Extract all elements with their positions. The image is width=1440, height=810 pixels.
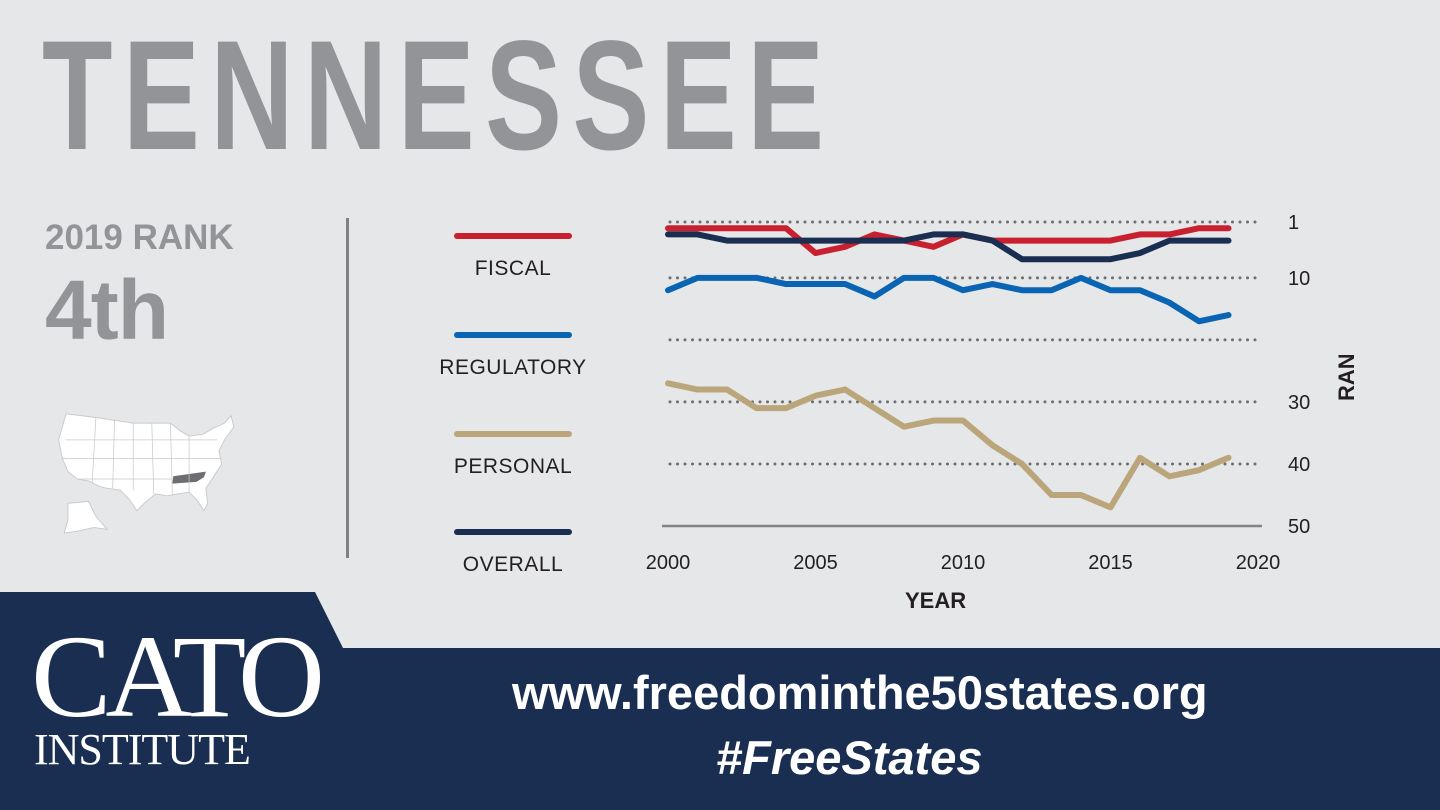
- footer-banner: [0, 648, 1440, 810]
- hashtag: #FreeStates: [716, 731, 983, 784]
- x-tick-label: 2015: [1088, 552, 1133, 574]
- y-axis-title-clip: RANK: [1330, 355, 1370, 400]
- x-tick-label: 2005: [793, 552, 838, 574]
- legend-line: [454, 431, 572, 437]
- legend-regulatory: REGULATORY: [430, 332, 596, 380]
- x-tick-label: 2010: [941, 552, 986, 574]
- rank-label: 2019 RANK: [45, 218, 234, 257]
- legend-label: REGULATORY: [439, 356, 587, 379]
- legend-personal: PERSONAL: [430, 431, 596, 479]
- legend-label: FISCAL: [474, 257, 552, 280]
- series-line-overall: [665, 231, 1232, 263]
- footer-tab: [0, 592, 345, 652]
- alaska: [63, 500, 109, 534]
- y-axis-title: RANK: [1334, 355, 1359, 400]
- us-map-icon: [58, 413, 235, 534]
- legend-label: OVERALL: [462, 553, 564, 576]
- x-tick-label: 2000: [646, 552, 691, 574]
- logo-cato: CATO: [31, 611, 325, 742]
- series-line-fiscal: [665, 225, 1232, 257]
- series-line-regulatory: [665, 274, 1232, 325]
- divider: [346, 218, 349, 558]
- y-tick-label: 50: [1288, 516, 1310, 538]
- legend-line: [454, 332, 572, 338]
- y-tick-label: 30: [1288, 392, 1310, 414]
- legend-label: PERSONAL: [453, 455, 573, 478]
- state-borders: [62, 417, 222, 496]
- cato-logo: CATO INSTITUTE: [31, 611, 325, 774]
- legend-line: [454, 233, 572, 239]
- y-tick-label: 40: [1288, 454, 1310, 476]
- website-link[interactable]: www.freedominthe50states.org: [512, 666, 1208, 719]
- series-line-personal: [665, 380, 1232, 511]
- legend-line: [454, 529, 572, 535]
- legend-overall: OVERALL: [430, 529, 596, 577]
- rank-chart: 1 10 30 40 50 2000 2005 2010 2015 2020: [646, 212, 1311, 574]
- rank-value: 4th: [45, 263, 169, 357]
- y-tick-label: 10: [1288, 268, 1310, 290]
- legend-fiscal: FISCAL: [430, 233, 596, 281]
- logo-institute: INSTITUTE: [34, 725, 251, 774]
- us-outline: [58, 413, 235, 512]
- state-title: TENNESSEE: [42, 9, 835, 183]
- y-tick-label: 1: [1288, 212, 1299, 234]
- x-axis-title: YEAR: [905, 588, 967, 613]
- x-tick-label: 2020: [1236, 552, 1281, 574]
